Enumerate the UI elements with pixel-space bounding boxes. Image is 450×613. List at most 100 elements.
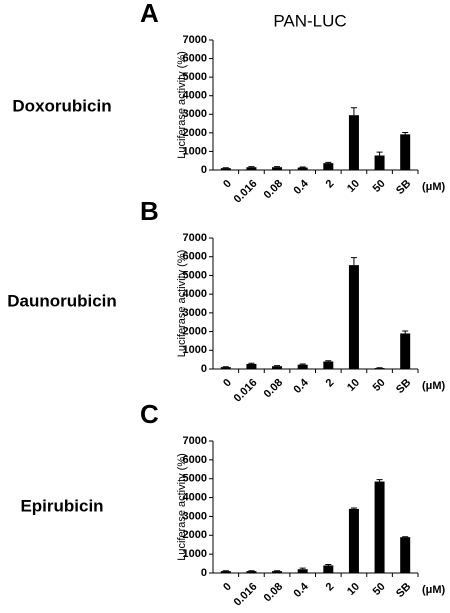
x-tick-label: 0.08: [262, 178, 286, 202]
y-tick-label: 1000: [183, 548, 207, 560]
x-tick-label: 0.016: [232, 377, 260, 405]
y-tick-label: 2000: [183, 529, 207, 541]
error-bar: [299, 567, 306, 570]
panel-label: A: [140, 0, 159, 28]
x-tick-label: 0: [221, 178, 234, 191]
row-label: Epirubicin: [20, 496, 103, 515]
y-tick-label: 3000: [183, 510, 207, 522]
y-tick-label: 7000: [183, 232, 207, 244]
error-bar: [376, 479, 383, 482]
y-tick-label: 2000: [183, 325, 207, 337]
x-tick-label: 0.08: [262, 377, 286, 401]
x-tick-label: 0.016: [232, 178, 260, 206]
unit-label: (μM): [422, 380, 446, 392]
bar: [246, 363, 257, 369]
bar: [297, 364, 308, 369]
y-tick-label: 4000: [183, 491, 207, 503]
bar: [374, 155, 385, 170]
bar: [297, 569, 308, 573]
x-tick-label: 10: [345, 178, 362, 195]
bar: [400, 537, 411, 573]
row-label: Doxorubicin: [12, 96, 111, 115]
y-tick-label: 4000: [183, 90, 207, 102]
error-bar: [402, 330, 409, 334]
bar: [374, 368, 385, 369]
x-tick-label: 50: [371, 581, 388, 598]
x-tick-label: SB: [394, 178, 413, 197]
y-tick-label: 5000: [183, 71, 207, 83]
error-bar: [274, 365, 281, 367]
error-bar: [376, 151, 383, 156]
bar: [348, 115, 359, 170]
y-tick-label: 6000: [183, 454, 207, 466]
y-tick-label: 6000: [183, 52, 207, 64]
y-tick-label: 1000: [183, 344, 207, 356]
error-bar: [325, 564, 332, 566]
error-bar: [350, 107, 357, 116]
x-tick-label: 50: [371, 377, 388, 394]
y-tick-label: 0: [201, 567, 207, 579]
y-tick-label: 6000: [183, 251, 207, 263]
bar: [297, 167, 308, 170]
x-tick-label: 50: [371, 178, 388, 195]
error-bar: [402, 131, 409, 135]
y-tick-label: 4000: [183, 288, 207, 300]
x-tick-label: 10: [345, 581, 362, 598]
y-tick-label: 2000: [183, 127, 207, 139]
bar: [220, 571, 231, 573]
x-tick-label: 0.016: [232, 581, 260, 609]
error-bar: [325, 161, 332, 164]
y-tick-label: 0: [201, 363, 207, 375]
bar: [220, 367, 231, 369]
x-tick-label: 2: [324, 377, 337, 390]
row-label: Daunorubicin: [7, 291, 117, 310]
bar: [220, 168, 231, 170]
x-tick-label: 2: [324, 581, 337, 594]
x-tick-label: 0.08: [262, 581, 286, 605]
y-tick-label: 5000: [183, 269, 207, 281]
error-bar: [350, 507, 357, 509]
x-tick-label: 0.4: [292, 580, 312, 600]
y-tick-label: 7000: [183, 34, 207, 46]
error-bar: [248, 362, 255, 364]
bar: [272, 571, 283, 573]
bar: [348, 265, 359, 369]
bar: [348, 508, 359, 573]
error-bar: [274, 166, 281, 168]
y-axis-label: Luciferase activity (%): [176, 453, 188, 561]
x-tick-label: 0.4: [292, 376, 312, 396]
error-bar: [325, 360, 332, 362]
panel-label: C: [140, 399, 159, 429]
unit-label: (μM): [422, 584, 446, 596]
panel-label: B: [140, 196, 159, 226]
bar: [323, 163, 334, 170]
error-bar: [299, 166, 306, 168]
bar: [323, 361, 334, 369]
bar: [246, 571, 257, 573]
x-tick-label: 10: [345, 377, 362, 394]
error-bar: [350, 257, 357, 266]
y-axis-label: Luciferase activity (%): [176, 51, 188, 159]
y-tick-label: 0: [201, 164, 207, 176]
bar: [400, 134, 411, 170]
x-tick-label: SB: [394, 377, 413, 396]
y-axis-label: Luciferase activity (%): [176, 250, 188, 358]
y-tick-label: 7000: [183, 435, 207, 447]
y-tick-label: 3000: [183, 307, 207, 319]
x-tick-label: 0: [221, 581, 234, 594]
bar: [323, 565, 334, 573]
x-tick-label: 2: [324, 178, 337, 191]
y-tick-label: 3000: [183, 108, 207, 120]
error-bar: [248, 166, 255, 168]
bar: [400, 333, 411, 369]
x-tick-label: SB: [394, 581, 413, 600]
bar: [272, 167, 283, 170]
error-bar: [299, 363, 306, 365]
bar: [246, 167, 257, 170]
x-tick-label: 0: [221, 377, 234, 390]
y-tick-label: 1000: [183, 145, 207, 157]
x-tick-label: 0.4: [292, 177, 312, 197]
unit-label: (μM): [422, 181, 446, 193]
y-tick-label: 5000: [183, 473, 207, 485]
